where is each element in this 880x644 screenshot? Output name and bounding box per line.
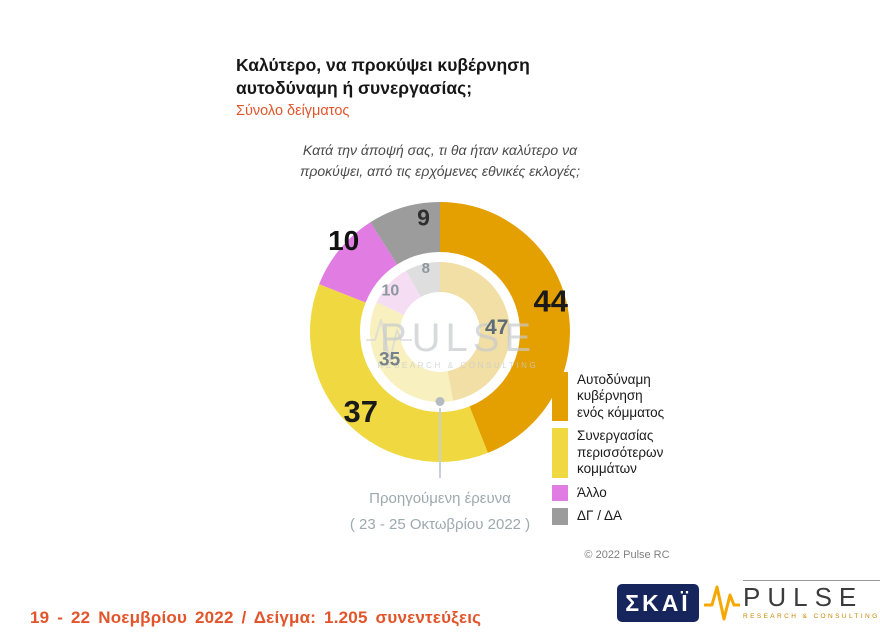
pulse-logo: PULSE RESEARCH & CONSULTING: [704, 577, 880, 623]
legend: Αυτοδύναμη κυβέρνηση ενός κόμματος Συνεργ…: [552, 372, 664, 525]
outer-slice-label-2: 10: [328, 225, 359, 256]
page-title: Καλύτερο, να προκύψει κυβέρνηση αυτοδύνα…: [236, 55, 530, 99]
legend-item-0: Αυτοδύναμη κυβέρνηση ενός κόμματος: [552, 372, 665, 422]
legend-label-3: ΔΓ / ΔΑ: [577, 508, 622, 524]
legend-swatch-3: [552, 508, 568, 525]
legend-item-2: Άλλο: [552, 484, 664, 502]
survey-question: Κατά την άποψή σας, τι θα ήταν καλύτερο …: [299, 142, 581, 179]
watermark-tagline: RESEARCH & CONSULTING: [378, 361, 539, 370]
donut-outer-segment-1: [309, 284, 488, 463]
outer-slice-label-3: 9: [417, 204, 430, 230]
inner-slice-label-2: 10: [382, 283, 400, 300]
inner-slice-label-0: 47: [485, 316, 508, 339]
legend-label-1: Συνεργασίας περισσότερων κομμάτων: [577, 428, 664, 477]
watermark-waveform-icon: [366, 319, 412, 361]
previous-survey-callout: Προηγούμενη έρευνα ( 23 - 25 Οκτωβρίου 2…: [349, 490, 531, 533]
outer-slice-label-0: 44: [533, 284, 568, 319]
pulse-logo-tagline: RESEARCH & CONSULTING: [743, 612, 880, 620]
pulse-logo-name: PULSE: [743, 580, 880, 612]
fieldwork-sample-note: 19 - 22 Νοεμβρίου 2022 / Δείγμα: 1.205 σ…: [30, 608, 482, 627]
donut-outer-segment-3: [370, 202, 440, 265]
pulse-waveform-icon: [704, 585, 740, 621]
pulse-logo-text-block: PULSE RESEARCH & CONSULTING: [743, 580, 880, 620]
inner-slice-label-1: 35: [379, 349, 401, 370]
outer-slice-label-1: 37: [344, 394, 378, 429]
donut-outer-segment-0: [440, 202, 571, 453]
donut-inner-segment-0: [440, 262, 511, 401]
legend-label-0: Αυτοδύναμη κυβέρνηση ενός κόμματος: [577, 372, 665, 420]
donut-inner-segment-3: [406, 262, 440, 297]
legend-label-2: Άλλο: [577, 484, 607, 500]
legend-swatch-1: [552, 428, 568, 478]
copyright-note: © 2022 Pulse RC: [584, 549, 670, 561]
legend-swatch-2: [552, 484, 568, 502]
donut-outer-segment-2: [319, 222, 398, 303]
skai-logo-text: ΣΚΑΪ: [625, 589, 691, 616]
donut-inner-segment-2: [376, 270, 421, 315]
donut-inner-segment-1: [369, 302, 454, 403]
inner-slice-label-3: 8: [422, 260, 430, 277]
legend-item-3: ΔΓ / ΔΑ: [552, 508, 664, 525]
legend-swatch-0: [552, 372, 568, 422]
callout-dot: [435, 397, 445, 406]
skai-logo: ΣΚΑΪ: [617, 584, 699, 622]
legend-item-1: Συνεργασίας περισσότερων κομμάτων: [552, 428, 664, 478]
sample-subtitle: Σύνολο δείγματος: [236, 103, 350, 119]
watermark-name: PULSE: [380, 316, 536, 360]
